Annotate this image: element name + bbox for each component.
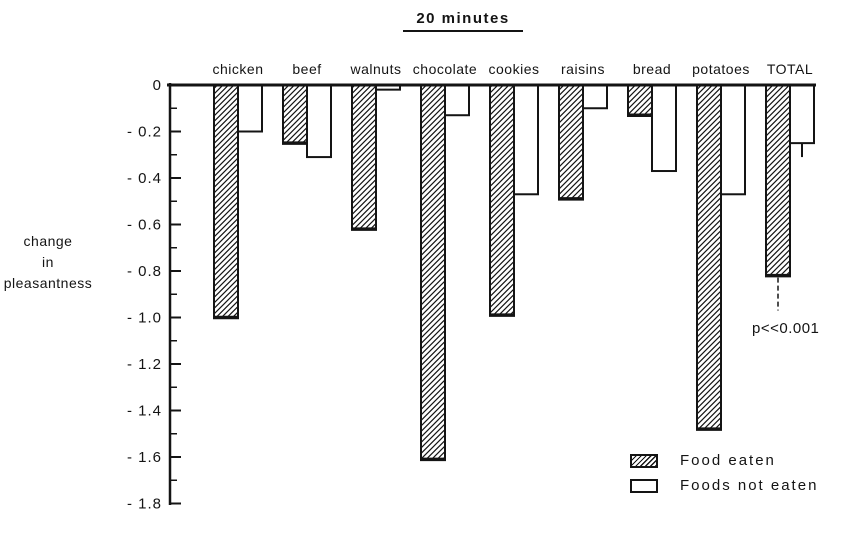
y-axis-label: change in pleasantness bbox=[0, 231, 96, 294]
bar-food-eaten-raisins bbox=[558, 84, 584, 200]
y-tick-label: - 0.8 bbox=[127, 263, 162, 280]
bar-food-eaten-potatoes bbox=[696, 84, 722, 431]
legend-item-food-eaten: Food eaten bbox=[630, 452, 818, 469]
y-tick-label: 0 bbox=[153, 77, 162, 94]
legend-item-foods-not-eaten: Foods not eaten bbox=[630, 477, 818, 494]
axis-layer: 0 - 0.2 - 0.4 - 0.6 - 0.8 - 1.0 - 1.2 - 1.4 - 1.… bbox=[127, 77, 816, 513]
bar-food-eaten-TOTAL bbox=[765, 84, 791, 277]
category-label-raisins: raisins bbox=[561, 61, 605, 77]
bar-foods-not-eaten-cookies bbox=[513, 84, 539, 196]
y-tick-label: - 0.2 bbox=[127, 124, 162, 141]
y-tick-label: - 0.6 bbox=[127, 217, 162, 234]
bars-layer: chicken beef walnuts chocolate cookies raisin… bbox=[213, 61, 815, 462]
y-tick-label: - 1.6 bbox=[127, 449, 162, 466]
bar-foods-not-eaten-bread bbox=[651, 84, 677, 173]
y-tick-label: - 0.4 bbox=[127, 170, 162, 187]
open-swatch-icon bbox=[630, 478, 658, 493]
bar-food-eaten-chicken bbox=[213, 84, 239, 319]
legend-label-foods-not-eaten: Foods not eaten bbox=[680, 477, 819, 494]
category-label-TOTAL: TOTAL bbox=[767, 61, 813, 77]
bar-food-eaten-bread bbox=[627, 84, 653, 117]
bar-food-eaten-walnuts bbox=[351, 84, 377, 231]
category-label-chicken: chicken bbox=[213, 61, 264, 77]
bar-foods-not-eaten-chocolate bbox=[444, 84, 470, 117]
y-tick-label: - 1.0 bbox=[127, 310, 162, 327]
bar-food-eaten-cookies bbox=[489, 84, 515, 317]
hatched-swatch-icon bbox=[630, 453, 658, 468]
bar-foods-not-eaten-raisins bbox=[582, 84, 608, 110]
y-axis-label-line-1: change bbox=[23, 233, 73, 249]
category-label-walnuts: walnuts bbox=[350, 61, 402, 77]
legend: Food eaten Foods not eaten bbox=[630, 452, 818, 502]
category-label-bread: bread bbox=[633, 61, 671, 77]
category-label-potatoes: potatoes bbox=[692, 61, 750, 77]
bar-foods-not-eaten-beef bbox=[306, 84, 332, 159]
bar-food-eaten-beef bbox=[282, 84, 308, 145]
category-label-cookies: cookies bbox=[489, 61, 540, 77]
bar-foods-not-eaten-chicken bbox=[237, 84, 263, 133]
y-tick-label: - 1.4 bbox=[127, 403, 162, 420]
significance-annotation: p<<0.001 bbox=[752, 320, 820, 337]
y-axis-label-line-3: pleasantness bbox=[3, 275, 93, 291]
y-tick-label: - 1.2 bbox=[127, 356, 162, 373]
y-axis-label-line-2: in bbox=[42, 254, 54, 270]
bar-foods-not-eaten-potatoes bbox=[720, 84, 746, 196]
category-label-chocolate: chocolate bbox=[413, 61, 477, 77]
bar-food-eaten-chocolate bbox=[420, 84, 446, 461]
bar-foods-not-eaten-TOTAL bbox=[789, 84, 815, 145]
category-label-beef: beef bbox=[292, 61, 321, 77]
y-tick-label: - 1.8 bbox=[127, 496, 162, 513]
chart-title: 20 minutes bbox=[403, 10, 523, 32]
legend-label-food-eaten: Food eaten bbox=[680, 452, 776, 469]
